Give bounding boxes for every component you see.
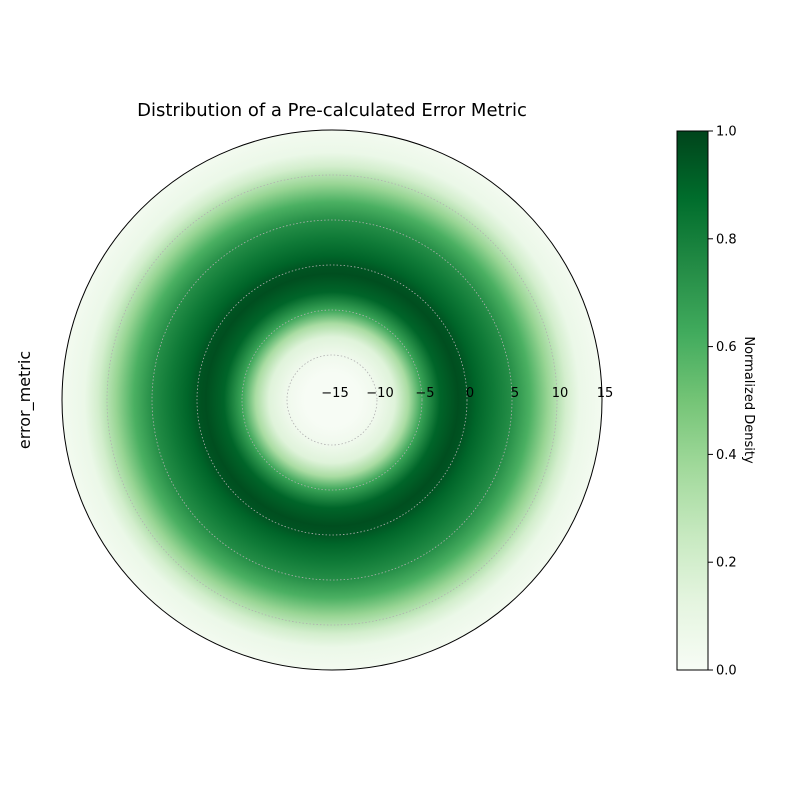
colorbar: 0.0 0.2 0.4 0.6 0.8 1.0 Normalized Density (676, 125, 756, 679)
radial-tick-label: −5 (415, 386, 434, 401)
radial-gridline (106, 174, 558, 626)
polar-outline (61, 129, 603, 671)
colorbar-tick-label: 0.4 (716, 448, 737, 463)
radial-gridline (286, 354, 378, 446)
radial-tick-label: 5 (511, 386, 519, 401)
radial-tick-label: −15 (321, 386, 348, 401)
colorbar-label: Normalized Density (741, 336, 756, 464)
radial-gridline (241, 309, 423, 491)
radial-tick-label: −10 (366, 386, 393, 401)
radial-tick-labels: −15 −10 −5 0 5 10 15 (321, 386, 613, 401)
colorbar-tick-label: 0.2 (716, 556, 737, 571)
polar-gridlines (106, 174, 558, 626)
chart-title: Distribution of a Pre-calculated Error M… (137, 100, 527, 121)
y-axis-label: error_metric (15, 351, 35, 449)
radial-gridline (196, 264, 468, 536)
colorbar-tick-label: 1.0 (716, 125, 737, 140)
colorbar-ticks: 0.0 0.2 0.4 0.6 0.8 1.0 (708, 125, 737, 679)
radial-tick-label: 10 (552, 386, 569, 401)
colorbar-tick-label: 0.6 (716, 340, 737, 355)
colorbar-gradient-bar (676, 130, 709, 671)
density-disc (62, 130, 602, 670)
radial-tick-label: 15 (597, 386, 614, 401)
radial-tick-label: 0 (466, 386, 474, 401)
colorbar-tick-label: 0.0 (716, 664, 737, 679)
radial-gridline (151, 219, 513, 581)
polar-plot: −15 −10 −5 0 5 10 15 (61, 129, 613, 671)
colorbar-tick-label: 0.8 (716, 232, 737, 247)
